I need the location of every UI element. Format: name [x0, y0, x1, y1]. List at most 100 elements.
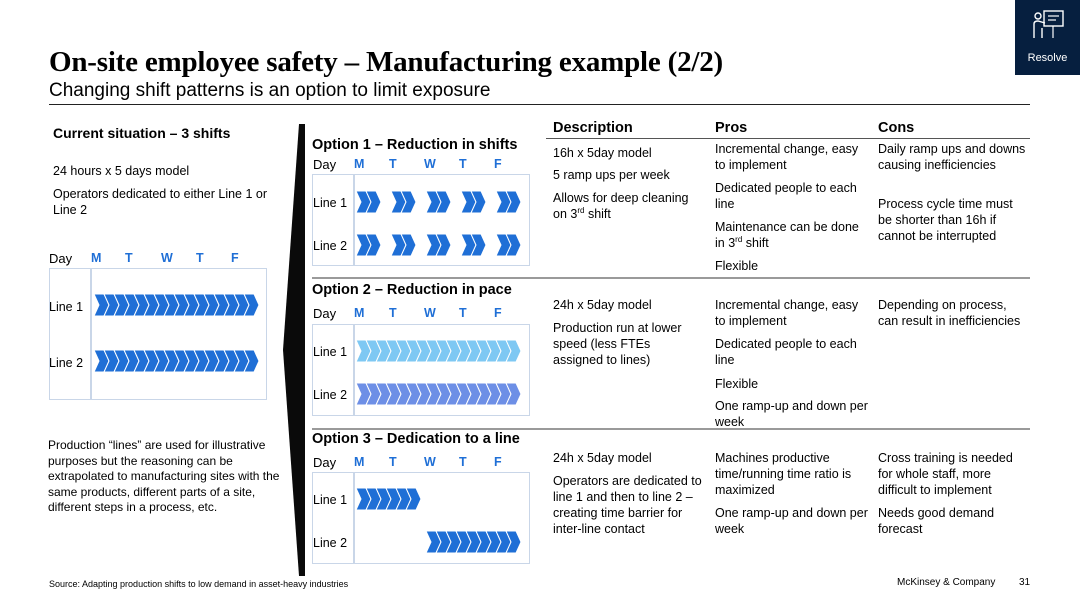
shift-chevron: [470, 191, 487, 214]
option2-line2-label: Line 2: [313, 388, 348, 402]
option1-day-t2: T: [459, 157, 467, 171]
option1-pro-2: Dedicated people to each line: [715, 181, 857, 211]
option1-con-1: Daily ramp ups and downs causing ineffic…: [878, 142, 1026, 172]
resolve-label: Resolve: [1027, 52, 1068, 64]
current-line1-chevrons: [93, 294, 260, 317]
illustrative-note: Production “lines” are used for illustra…: [48, 438, 280, 514]
bracket-arrow: [283, 124, 305, 576]
option2-line1-label: Line 1: [313, 345, 348, 359]
option3-day-f: F: [494, 455, 502, 469]
current-model: 24 hours x 5 days model: [53, 164, 190, 178]
shift-chevron: [505, 531, 522, 554]
option2-desc-2: Production run at lower speed (less FTEs…: [553, 321, 682, 367]
option3-line1-chevrons: [355, 488, 422, 511]
option3-day-t2: T: [459, 455, 467, 469]
option3-day-w: W: [424, 455, 436, 469]
current-day-w: W: [161, 251, 173, 265]
option1-pro-1: Incremental change, easy to implement: [715, 142, 859, 172]
option2-pro-2: Dedicated people to each line: [715, 337, 857, 367]
shift-chevron: [365, 234, 382, 257]
option2-day-label: Day: [313, 306, 337, 321]
header-divider: [546, 138, 1030, 139]
company-name: McKinsey & Company: [897, 577, 996, 588]
option3-pro-2: One ramp-up and down per week: [715, 506, 868, 536]
option2-pro-3: Flexible: [715, 377, 759, 391]
page-subtitle: Changing shift patterns is an option to …: [49, 80, 491, 101]
shift-chevron: [405, 488, 422, 511]
current-line2-chevrons: [93, 350, 260, 373]
option3-line1-label: Line 1: [313, 493, 348, 507]
shift-chevron: [400, 191, 417, 214]
col-description-header: Description: [553, 120, 633, 136]
option2-line2-chevrons: [355, 383, 522, 406]
option2-pro-4: One ramp-up and down per week: [715, 399, 868, 429]
current-day-t2: T: [196, 251, 204, 265]
option1-desc-1: 16h x 5day model: [553, 146, 652, 160]
col-cons-header: Cons: [878, 120, 915, 136]
current-operators: Operators dedicated to either Line 1 or …: [53, 187, 268, 217]
shift-chevron: [365, 191, 382, 214]
current-day-t1: T: [125, 251, 133, 265]
current-heading: Current situation – 3 shifts: [53, 125, 231, 141]
option1-day-t1: T: [389, 157, 397, 171]
option1-title: Option 1 – Reduction in shifts: [312, 137, 518, 153]
option1-day-w: W: [424, 157, 436, 171]
option3-line2-label: Line 2: [313, 536, 348, 550]
option2-day-t1: T: [389, 306, 397, 320]
option2-day-m: M: [354, 306, 365, 320]
option3-line2-chevrons: [425, 531, 522, 554]
option1-day-m: M: [354, 157, 365, 171]
option3-pro-1: Machines productive time/running time ra…: [715, 451, 852, 497]
option1-desc-3: Allows for deep cleaning on 3rd shift: [553, 191, 689, 221]
option1-pro-3: Maintenance can be done in 3rd shift: [715, 220, 859, 250]
option3-day-t1: T: [389, 455, 397, 469]
option3-con-1: Cross training is needed for whole staff…: [878, 451, 1013, 497]
shift-chevron: [400, 234, 417, 257]
shift-chevron: [243, 294, 260, 317]
option1-line2-chevrons: [355, 234, 522, 257]
option2-day-t2: T: [459, 306, 467, 320]
option2-grid: [312, 324, 530, 416]
option3-desc-1: 24h x 5day model: [553, 451, 652, 465]
option1-pro-4: Flexible: [715, 259, 759, 273]
option2-line1-chevrons: [355, 340, 522, 363]
col-pros-header: Pros: [715, 120, 748, 136]
option3-day-label: Day: [313, 455, 337, 470]
option1-divider: [312, 277, 1030, 279]
option2-day-f: F: [494, 306, 502, 320]
option1-line1-label: Line 1: [313, 196, 348, 210]
shift-chevron: [505, 191, 522, 214]
option2-pro-1: Incremental change, easy to implement: [715, 298, 859, 328]
option3-con-2: Needs good demand forecast: [878, 506, 995, 536]
option1-day-f: F: [494, 157, 502, 171]
resolve-badge[interactable]: Resolve: [1015, 0, 1080, 75]
option1-desc-2: 5 ramp ups per week: [553, 168, 670, 182]
option1-line1-chevrons: [355, 191, 522, 214]
current-grid: [49, 268, 267, 400]
option3-day-m: M: [354, 455, 365, 469]
option3-grid-divider: [353, 472, 355, 564]
shift-chevron: [505, 234, 522, 257]
option1-day-label: Day: [313, 157, 337, 172]
option2-day-w: W: [424, 306, 436, 320]
title-divider: [49, 104, 1030, 105]
option2-divider: [312, 428, 1030, 430]
option1-line2-label: Line 2: [313, 239, 348, 253]
option1-con-2: Process cycle time must be shorter than …: [878, 197, 1013, 243]
current-day-f: F: [231, 251, 239, 265]
presenter-board-icon: [1033, 10, 1064, 38]
current-day-m: M: [91, 251, 102, 265]
page-number: 31: [1019, 577, 1031, 588]
option1-grid-divider: [353, 174, 355, 266]
option2-desc-1: 24h x 5day model: [553, 298, 652, 312]
shift-chevron: [505, 383, 522, 406]
option2-title: Option 2 – Reduction in pace: [312, 282, 512, 298]
current-line2-label: Line 2: [49, 356, 84, 370]
shift-chevron: [435, 234, 452, 257]
option3-grid: [312, 472, 530, 564]
shift-chevron: [470, 234, 487, 257]
page-title: On-site employee safety – Manufacturing …: [49, 46, 724, 78]
shift-chevron: [505, 340, 522, 363]
option2-con-1: Depending on process, can result in inef…: [878, 298, 1021, 328]
option3-title: Option 3 – Dedication to a line: [312, 431, 520, 447]
